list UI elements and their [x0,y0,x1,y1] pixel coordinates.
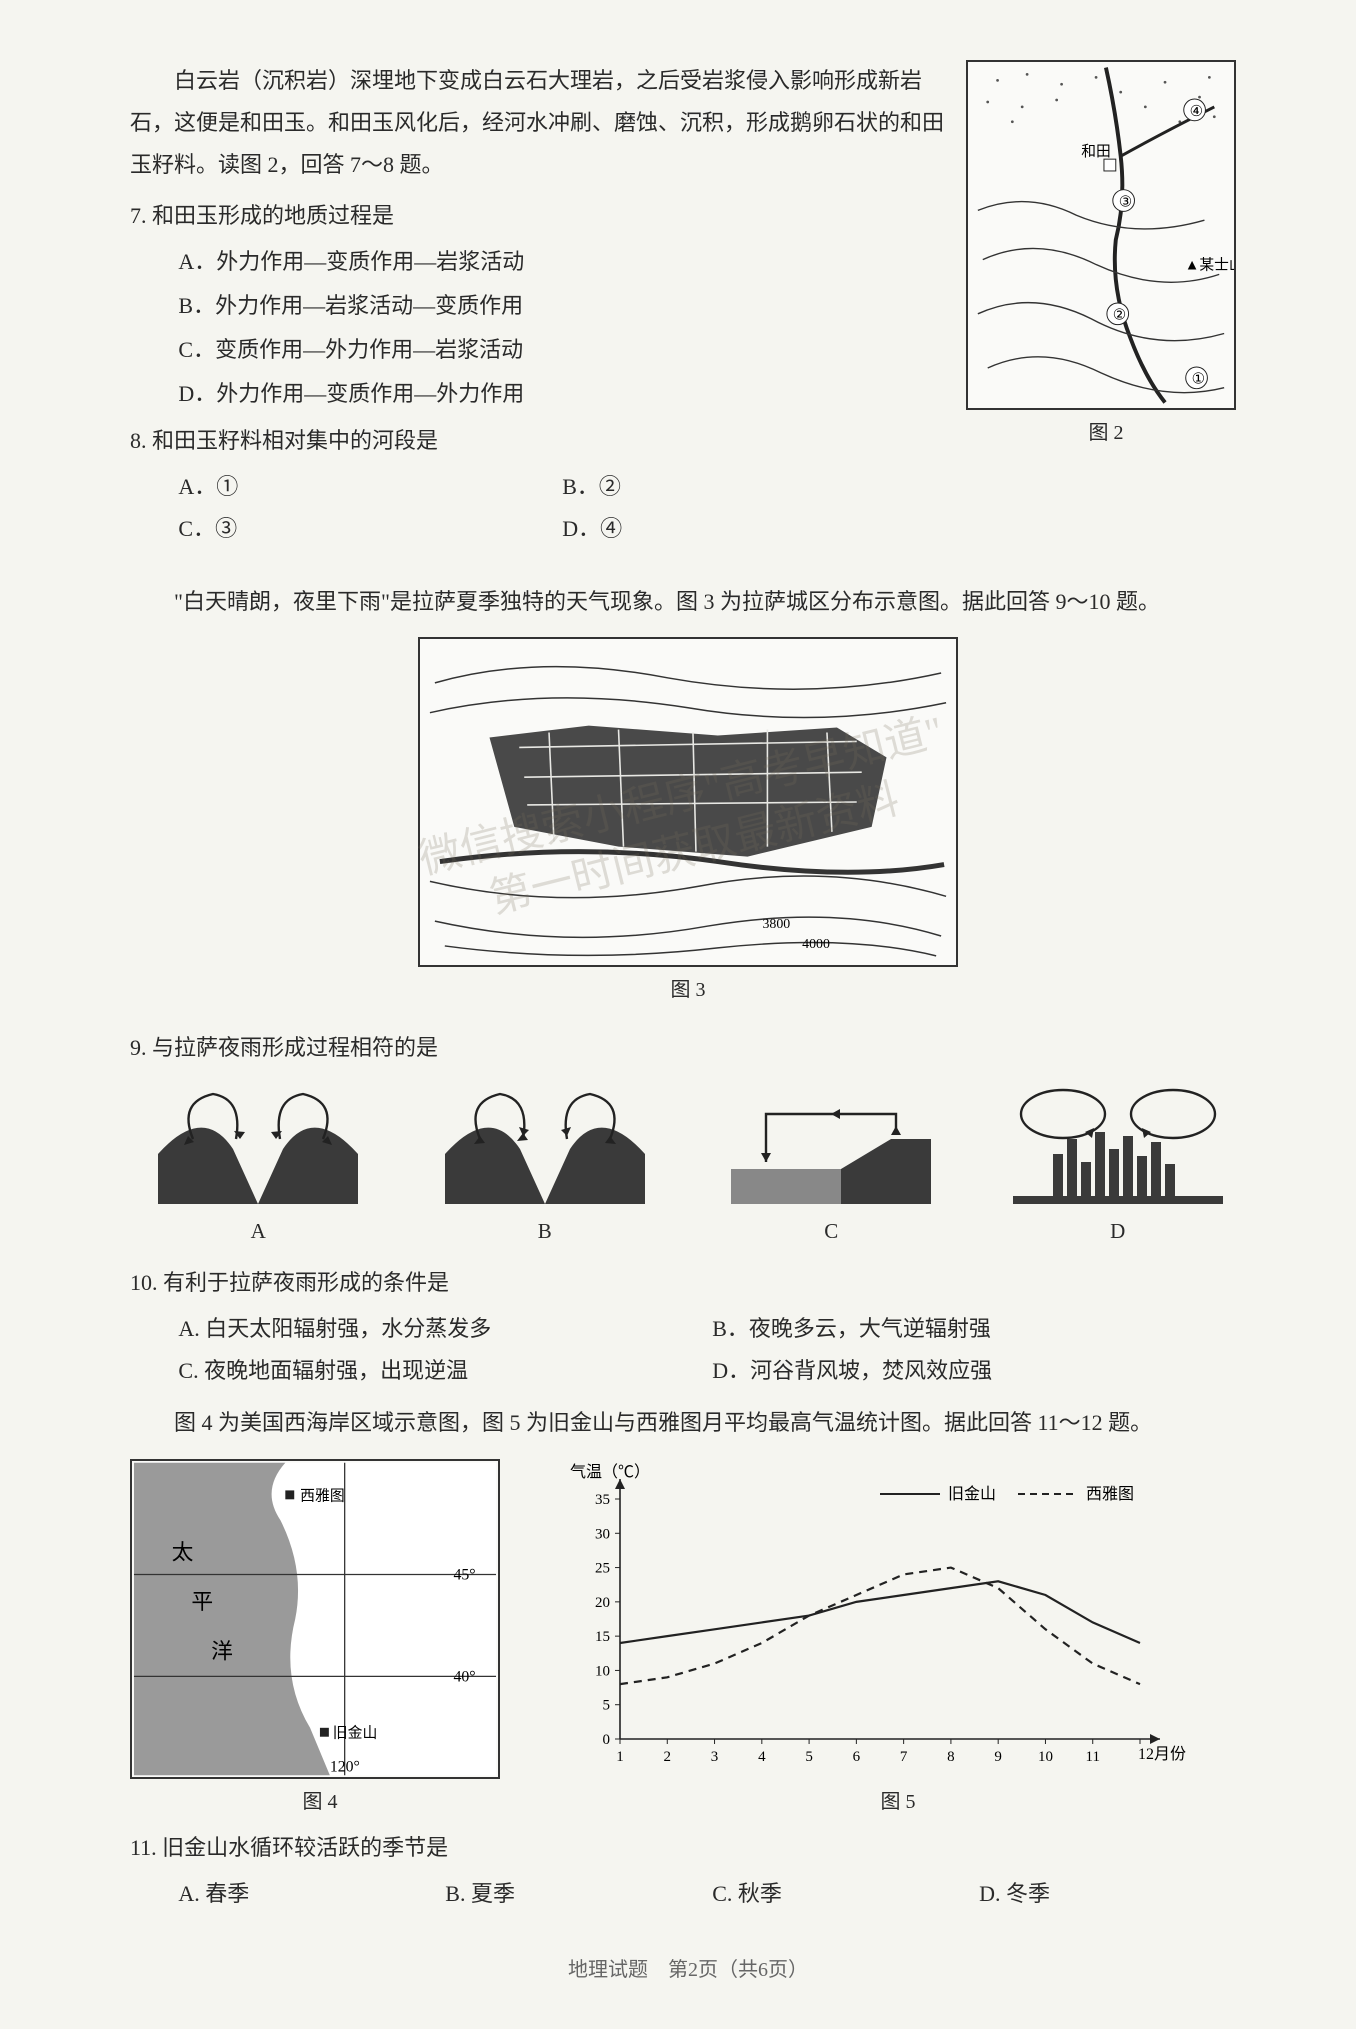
svg-text:5: 5 [805,1749,813,1765]
figure-2-caption: 图 2 [966,414,1246,452]
fig2-mountain-label: ▲某士山 [1185,256,1234,273]
svg-text:5: 5 [603,1698,611,1714]
svg-text:2: 2 [664,1749,672,1765]
passage-1: 白云岩（沉积岩）深埋地下变成白云石大理岩，之后受岩浆侵入影响形成新岩石，这便是和… [130,60,946,185]
q11-option-d: D. 冬季 [979,1873,1246,1915]
svg-text:10: 10 [1038,1749,1053,1765]
q9-label-a: A [130,1212,387,1252]
q9-label-c: C [703,1212,960,1252]
svg-text:10: 10 [595,1664,610,1680]
q10-option-b: B．夜晚多云，大气逆辐射强 [712,1308,1246,1350]
q9-diagram-d: D [990,1084,1247,1252]
q11-option-c: C. 秋季 [712,1873,979,1915]
svg-text:11: 11 [1086,1749,1100,1765]
q10-title: 10. 有利于拉萨夜雨形成的条件是 [130,1262,1246,1304]
fig3-contour-3800: 3800 [762,917,790,932]
svg-text:0: 0 [603,1732,611,1748]
svg-text:15: 15 [595,1630,610,1646]
svg-text:①: ① [1192,372,1205,388]
q7-option-b: B．外力作用—岩浆活动—变质作用 [178,285,946,327]
svg-text:20: 20 [595,1595,610,1611]
svg-text:9: 9 [994,1749,1002,1765]
q11-options: A. 春季 B. 夏季 C. 秋季 D. 冬季 [130,1873,1246,1915]
svg-text:④: ④ [1190,104,1203,120]
svg-text:洋: 洋 [211,1640,233,1664]
figure-4-caption: 图 4 [130,1783,510,1821]
q8-title: 8. 和田玉籽料相对集中的河段是 [130,420,946,462]
figure-5-caption: 图 5 [550,1783,1246,1821]
figure-3-svg: 3800 4000 [420,637,956,967]
svg-text:30: 30 [595,1527,610,1543]
svg-text:西雅图: 西雅图 [300,1488,345,1505]
figure-5-svg: 气温（℃） 12月份 旧金山 西雅图 0 5 10 15 20 25 30 35 1 2 3 4 5 6… [550,1459,1190,1779]
svg-text:45°: 45° [453,1567,475,1584]
q10-option-d: D．河谷背风坡，焚风效应强 [712,1350,1246,1392]
figure-4-svg: 45° 40° 120° 太 平 洋 西雅图 旧金山 [132,1459,498,1779]
svg-text:8: 8 [947,1749,955,1765]
q9-title: 9. 与拉萨夜雨形成过程相符的是 [130,1027,1246,1069]
q9-diagram-c: C [703,1084,960,1252]
fig5-xlabel-suffix: 12月份 [1138,1745,1186,1763]
svg-text:4: 4 [758,1749,766,1765]
figure-2-wrap: 和田 ▲某士山 ④ ③ ② ① 图 2 [966,60,1246,556]
figure-3: 3800 4000 [418,637,958,967]
svg-text:1: 1 [616,1749,624,1765]
q11-option-b: B. 夏季 [445,1873,712,1915]
q8-options: A．① B．② C．③ D．④ [130,466,946,550]
svg-text:7: 7 [900,1749,908,1765]
q8-option-d: D．④ [562,508,946,550]
figure-2-svg: 和田 ▲某士山 ④ ③ ② ① [968,60,1234,410]
figures-4-5-row: 45° 40° 120° 太 平 洋 西雅图 旧金山 图 4 [130,1459,1246,1821]
q10-options: A. 白天太阳辐射强，水分蒸发多 B．夜晚多云，大气逆辐射强 C. 夜晚地面辐射… [130,1308,1246,1392]
top-left-column: 白云岩（沉积岩）深埋地下变成白云石大理岩，之后受岩浆侵入影响形成新岩石，这便是和… [130,60,946,556]
svg-text:6: 6 [853,1749,861,1765]
svg-text:平: 平 [191,1591,213,1615]
fig3-contour-4000: 4000 [802,936,830,951]
svg-text:西雅图: 西雅图 [1086,1485,1134,1503]
svg-text:40°: 40° [453,1669,475,1686]
figure-2: 和田 ▲某士山 ④ ③ ② ① [966,60,1236,410]
q8-option-c: C．③ [178,508,562,550]
figure-4: 45° 40° 120° 太 平 洋 西雅图 旧金山 [130,1459,500,1779]
fig5-ylabel: 气温（℃） [570,1463,650,1481]
figure-3-wrap: 3800 4000 图 3 微信搜索小程序"高考早知道" 第一时间获取最新资料 [130,637,1246,1009]
fig5-legend: 旧金山 西雅图 [880,1485,1134,1503]
q11-option-a: A. 春季 [178,1873,445,1915]
figure-5-wrap: 气温（℃） 12月份 旧金山 西雅图 0 5 10 15 20 25 30 35 1 2 3 4 5 6… [550,1459,1246,1821]
q7-option-d: D．外力作用—变质作用—外力作用 [178,373,946,415]
q9-label-d: D [990,1212,1247,1252]
q9-label-b: B [417,1212,674,1252]
svg-text:120°: 120° [330,1759,360,1776]
svg-text:25: 25 [595,1561,610,1577]
svg-text:太: 太 [172,1541,194,1565]
page-footer: 地理试题 第2页（共6页） [130,1951,1246,1989]
q7-title: 7. 和田玉形成的地质过程是 [130,195,946,237]
q9-diagram-a: A [130,1084,387,1252]
svg-text:③: ③ [1119,194,1132,210]
passage-2: "白天晴朗，夜里下雨"是拉萨夏季独特的天气现象。图 3 为拉萨城区分布示意图。据… [130,581,1246,623]
svg-text:②: ② [1113,308,1126,324]
figure-4-wrap: 45° 40° 120° 太 平 洋 西雅图 旧金山 图 4 [130,1459,510,1821]
svg-text:3: 3 [711,1749,719,1765]
q8-option-a: A．① [178,466,562,508]
q9-diagram-b: B [417,1084,674,1252]
q8-option-b: B．② [562,466,946,508]
figure-3-caption: 图 3 [130,971,1246,1009]
q7-option-c: C．变质作用—外力作用—岩浆活动 [178,329,946,371]
q9-diagrams: A B [130,1084,1246,1252]
passage-3: 图 4 为美国西海岸区域示意图，图 5 为旧金山与西雅图月平均最高气温统计图。据… [130,1402,1246,1444]
q10-option-a: A. 白天太阳辐射强，水分蒸发多 [178,1308,712,1350]
svg-text:旧金山: 旧金山 [333,1725,378,1742]
svg-text:35: 35 [595,1492,610,1508]
q10-option-c: C. 夜晚地面辐射强，出现逆温 [178,1350,712,1392]
section-top: 白云岩（沉积岩）深埋地下变成白云石大理岩，之后受岩浆侵入影响形成新岩石，这便是和… [130,60,1246,556]
q7-option-a: A．外力作用—变质作用—岩浆活动 [178,241,946,283]
fig2-hetian-label: 和田 [1081,143,1111,160]
q11-title: 11. 旧金山水循环较活跃的季节是 [130,1827,1246,1869]
svg-text:旧金山: 旧金山 [948,1485,996,1503]
figure-5: 气温（℃） 12月份 旧金山 西雅图 0 5 10 15 20 25 30 35 1 2 3 4 5 6… [550,1459,1246,1779]
q7-options: A．外力作用—变质作用—岩浆活动 B．外力作用—岩浆活动—变质作用 C．变质作用… [130,241,946,414]
